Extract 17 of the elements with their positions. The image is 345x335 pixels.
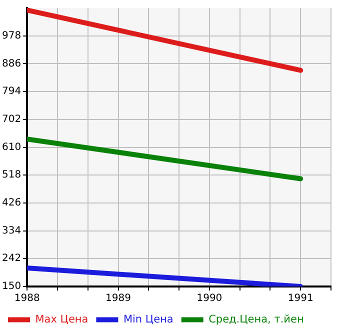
y-tick-label: 150: [2, 281, 22, 292]
y-tick-label: 426: [2, 198, 22, 209]
y-tick-label: 978: [2, 30, 22, 42]
y-tick-label: 886: [2, 58, 22, 70]
legend-label: Max Цена: [35, 313, 88, 326]
y-tick-label: 518: [2, 170, 22, 181]
legend-label: Сред.Цена, т.йен: [208, 313, 304, 326]
y-tick-label: 702: [2, 114, 22, 125]
y-tick-label: 610: [2, 142, 22, 153]
legend-label: Min Цена: [123, 313, 174, 326]
y-tick-label: 334: [2, 225, 22, 236]
y-tick-label: 242: [2, 253, 22, 264]
x-tick-label: 1990: [196, 293, 222, 304]
x-tick-label: 1989: [106, 293, 131, 304]
y-tick-label: 794: [2, 86, 22, 98]
x-tick-label: 1991: [288, 293, 314, 304]
x-tick-label: 1988: [14, 293, 40, 304]
